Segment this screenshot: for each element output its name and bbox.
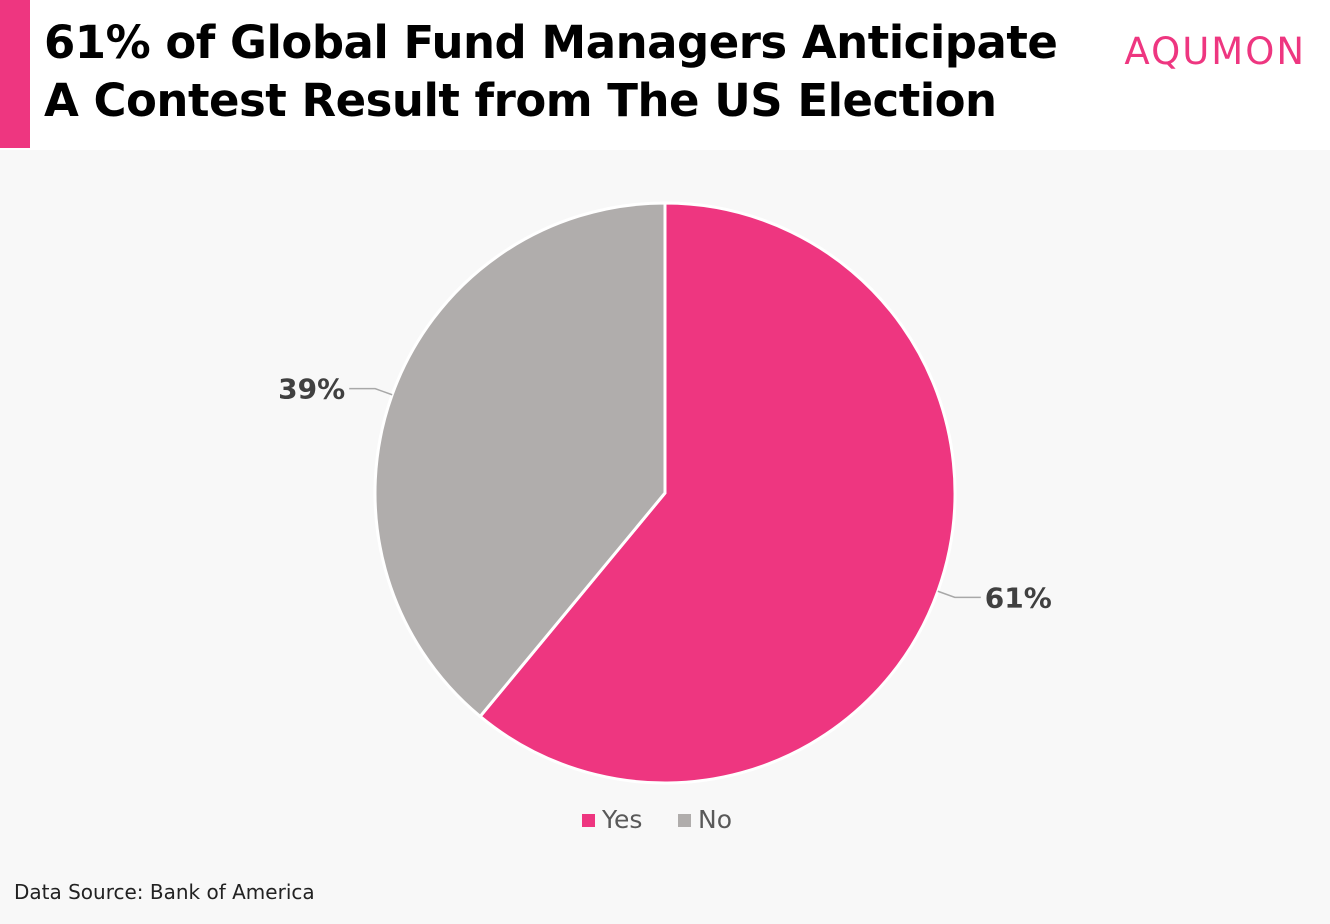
- pie-chart: 61% 39% Yes No: [278, 201, 1052, 834]
- data-label-yes: 61%: [985, 581, 1052, 614]
- data-source-note: Data Source: Bank of America: [14, 880, 315, 904]
- chart-title: 61% of Global Fund Managers Anticipate A…: [44, 16, 1058, 127]
- pie-slice-no[interactable]: [373, 201, 667, 719]
- chart-legend[interactable]: Yes No: [582, 805, 732, 834]
- legend-swatch-no: [678, 814, 691, 827]
- aqumon-logo: AQUMON: [1124, 30, 1306, 73]
- leader-line-no: [349, 387, 393, 396]
- pie-data-labels: 61% 39%: [278, 373, 1052, 615]
- pie-leader-lines: [349, 387, 981, 599]
- pie-slice-yes[interactable]: [478, 201, 957, 785]
- legend-swatch-yes: [582, 814, 595, 827]
- data-label-no: 39%: [278, 373, 345, 406]
- chart-header: 61% of Global Fund Managers Anticipate A…: [0, 0, 1330, 150]
- accent-bar: [0, 0, 30, 148]
- legend-item-no[interactable]: No: [698, 805, 732, 834]
- pie-slices: [373, 201, 957, 785]
- leader-line-yes: [937, 590, 981, 599]
- legend-item-yes[interactable]: Yes: [601, 805, 642, 834]
